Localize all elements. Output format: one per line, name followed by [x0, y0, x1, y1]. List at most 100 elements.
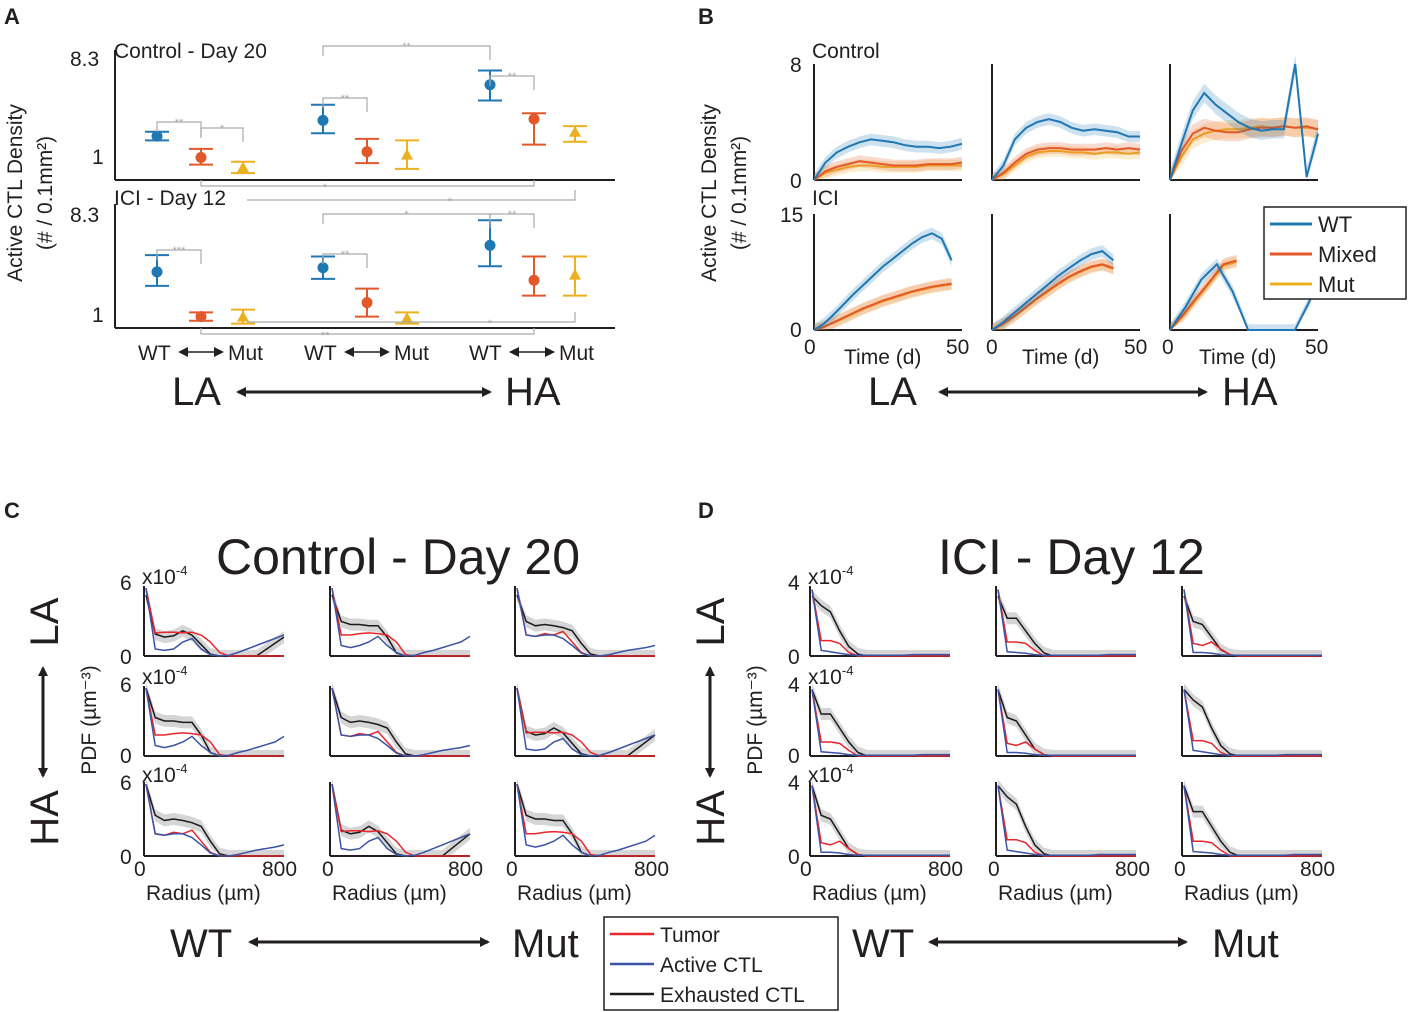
tumor — [331, 784, 470, 857]
panel-d-plot — [809, 586, 1322, 857]
panel-b-subplot-1-1 — [991, 214, 1140, 331]
panel-a-sig-bracket-1-3: * — [322, 209, 491, 228]
band-mixed — [814, 155, 962, 180]
panel-d-la-label: LA — [689, 597, 733, 646]
panel-c-subplot-2-2 — [514, 778, 656, 857]
bracket-line — [322, 97, 368, 112]
panel-a-sig-bracket-1-0: *** — [156, 245, 202, 264]
marker-dot — [195, 151, 207, 163]
panel-a-point-1-0 — [145, 254, 169, 287]
exhausted-ctl-band — [1184, 779, 1322, 856]
tumor — [516, 784, 655, 857]
panel-b-xlabel-1: Time (d) — [844, 346, 921, 369]
active-ctl — [331, 784, 471, 857]
panel-b-xtick-0-2: 0 — [986, 336, 998, 359]
active-ctl — [1183, 589, 1322, 657]
panel-c-scale-1: x10-4 — [142, 563, 187, 589]
marker-dot — [528, 274, 540, 286]
panel-a-bottom-ytick-max: 8.3 — [70, 204, 99, 227]
marker-triangle — [401, 312, 413, 323]
exhausted-ctl-band — [146, 588, 284, 656]
active-ctl — [516, 687, 656, 757]
pdf-legend-tumor: Tumor — [660, 924, 720, 947]
pdf-legend-active: Active CTL — [660, 954, 763, 977]
panel-c-xlabel-2: Radius (µm) — [332, 882, 447, 905]
panel-a: Active CTL Density (# / 0.1mm²) 8.3 1 8.… — [4, 40, 615, 414]
panel-c-ytick-max-3: 6 — [120, 772, 132, 795]
exhausted-ctl-band — [332, 588, 470, 656]
series-wt — [1169, 262, 1312, 331]
panel-d-xtick-800-3: 800 — [1300, 858, 1335, 881]
panel-c-wt-label: WT — [170, 922, 232, 966]
band-mut — [992, 259, 1114, 330]
panel-a-plot: ** ************ ******** — [114, 41, 615, 342]
bracket-stars: ** — [508, 71, 517, 83]
tumor — [1183, 689, 1322, 757]
panel-d-subplot-0-0 — [809, 586, 950, 657]
band-mixed — [992, 142, 1140, 180]
bracket-line — [489, 75, 535, 90]
panel-a-point-0-5 — [395, 139, 419, 170]
panel-a-xtick-mut-3: Mut — [559, 342, 594, 365]
cross-bracket-stars: * — [323, 182, 328, 194]
panel-a-sig-bracket-0-2: ** — [322, 93, 368, 112]
panel-d-ytick-min-2: 0 — [788, 745, 800, 768]
series-mixed — [991, 263, 1114, 331]
marker-dot — [361, 297, 373, 309]
panel-c-subplot-1-1 — [329, 682, 471, 757]
marker-dot — [317, 114, 329, 126]
panel-a-point-0-1 — [189, 147, 213, 166]
bracket-stars: * — [220, 123, 225, 135]
panel-a-cross-bracket2-0: * — [247, 190, 576, 208]
exhausted-ctl-band — [998, 779, 1136, 856]
bracket-line — [322, 253, 368, 268]
active-ctl — [331, 587, 471, 657]
marker-dot — [317, 262, 329, 274]
panel-b-bottom-title: ICI — [812, 187, 839, 210]
bracket-line — [200, 127, 244, 142]
active-ctl — [811, 589, 950, 657]
panel-d-mut-label: Mut — [1212, 922, 1279, 966]
panel-d-ytick-max-2: 4 — [788, 674, 800, 697]
series-wt — [1169, 63, 1319, 181]
panel-b-top-title: Control — [812, 40, 880, 63]
panel-d-xtick-0-3: 0 — [1174, 858, 1186, 881]
svg-text:x10-4: x10-4 — [142, 663, 187, 689]
panel-d-subplot-2-1 — [995, 779, 1136, 857]
panel-d-subplot-1-0 — [809, 683, 950, 757]
panel-d-scale-2: x10-4 — [808, 663, 853, 689]
marker-triangle — [569, 125, 581, 137]
panel-c-scale-2: x10-4 — [142, 663, 187, 689]
panel-b-xtick-50-3: 50 — [1305, 336, 1328, 359]
panel-b-legend-mixed: Mixed — [1318, 242, 1377, 267]
panel-b-la-label: LA — [868, 370, 917, 414]
bracket-stars: ** — [341, 93, 350, 105]
bracket-line — [322, 213, 491, 228]
panel-a-point-1-4 — [355, 287, 379, 318]
panel-a-point-0-3 — [311, 103, 335, 135]
panel-b-subplot-0-0 — [813, 64, 963, 181]
panel-d-xtick-800-1: 800 — [928, 858, 963, 881]
panel-letter-b: B — [698, 4, 714, 29]
exhausted-ctl — [997, 785, 1136, 857]
active-ctl — [811, 689, 950, 757]
active-ctl — [997, 785, 1136, 857]
panel-c-title: Control - Day 20 — [216, 529, 580, 585]
exhausted-ctl-band — [998, 590, 1136, 656]
cross-bracket-line — [200, 328, 535, 335]
active-ctl — [516, 587, 656, 657]
series-mixed — [813, 160, 963, 181]
panel-a-la-label: LA — [172, 370, 221, 414]
pdf-legend: Tumor Active CTL Exhausted CTL — [603, 916, 839, 1011]
panel-b-subplot-0-1 — [991, 64, 1141, 181]
series-mut — [991, 150, 1141, 181]
panel-d-ylabel: PDF (µm⁻³) — [744, 665, 767, 775]
band-mixed — [992, 258, 1114, 330]
panel-a-top-ytick-max: 8.3 — [70, 48, 99, 71]
panel-d: ICI - Day 12 LA HA PDF (µm⁻³) 4 0 4 0 4 … — [689, 529, 1335, 966]
panel-c-xtick-0-1: 0 — [134, 858, 146, 881]
panel-c-subplot-0-2 — [514, 586, 656, 657]
panel-c-xtick-800-2: 800 — [448, 858, 483, 881]
marker-dot — [151, 266, 163, 278]
bracket-stars: * — [404, 209, 409, 221]
